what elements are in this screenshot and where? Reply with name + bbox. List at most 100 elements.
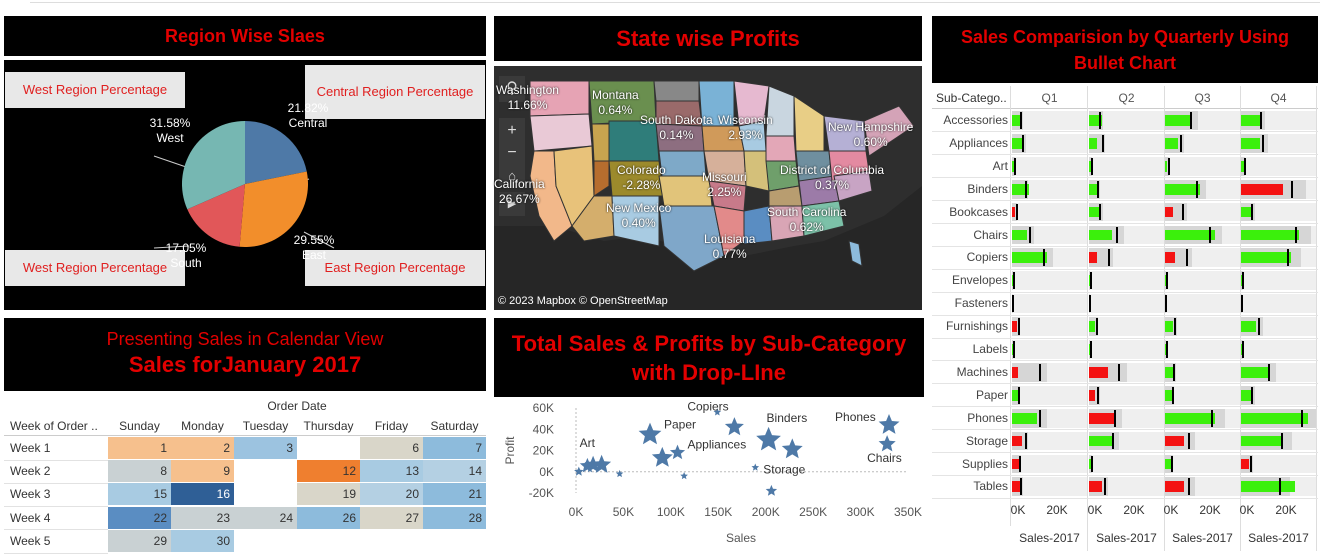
scatter-point[interactable]: [878, 435, 896, 452]
scatter-point[interactable]: [651, 446, 673, 467]
map-expand-button[interactable]: ▶: [499, 192, 525, 216]
bullet-bar[interactable]: [1089, 435, 1114, 447]
calendar-day-cell[interactable]: 7: [423, 437, 486, 459]
calendar-day-cell[interactable]: 24: [234, 506, 297, 529]
map-panel[interactable]: ⚲ + − ⌂ ▶: [494, 66, 922, 310]
map-zoom-out-button[interactable]: −: [499, 144, 525, 164]
scatter-point[interactable]: [680, 472, 688, 480]
scatter-point[interactable]: [713, 408, 722, 416]
bullet-bar[interactable]: [1241, 458, 1250, 470]
bullet-bar[interactable]: [1089, 137, 1098, 149]
calendar-day-cell[interactable]: 20: [360, 483, 423, 506]
scatter-point[interactable]: [765, 484, 778, 496]
bullet-bar[interactable]: [1089, 229, 1112, 241]
bullet-bar[interactable]: [1012, 115, 1023, 126]
bullet-bar[interactable]: [1012, 481, 1021, 493]
calendar-day-cell[interactable]: 15: [108, 483, 171, 506]
bullet-bar[interactable]: [1089, 458, 1092, 470]
bullet-bar[interactable]: [1165, 458, 1172, 470]
calendar-day-cell[interactable]: 30: [171, 529, 234, 552]
bullet-bar[interactable]: [1165, 366, 1174, 378]
bullet-bar[interactable]: [1241, 183, 1283, 195]
calendar-day-cell[interactable]: 14: [423, 460, 486, 483]
calendar-day-cell[interactable]: 16: [171, 483, 234, 506]
bullet-bar[interactable]: [1165, 481, 1184, 493]
bullet-bar[interactable]: [1012, 321, 1018, 332]
bullet-bar[interactable]: [1241, 160, 1245, 172]
bullet-bar[interactable]: [1241, 252, 1291, 264]
bullet-bar[interactable]: [1012, 435, 1023, 447]
calendar-day-cell[interactable]: 1: [108, 437, 171, 459]
scatter-point[interactable]: [724, 417, 744, 436]
bullet-bar[interactable]: [1089, 389, 1096, 401]
bullet-bar[interactable]: [1165, 183, 1201, 195]
bullet-bar[interactable]: [1012, 229, 1027, 241]
scatter-point[interactable]: [592, 454, 612, 473]
calendar-day-cell[interactable]: 22: [108, 506, 171, 529]
bullet-bar[interactable]: [1241, 366, 1269, 378]
bullet-bar[interactable]: [1165, 206, 1174, 218]
bullet-bar[interactable]: [1241, 344, 1243, 355]
bullet-bar[interactable]: [1012, 183, 1029, 195]
bullet-bar[interactable]: [1165, 435, 1184, 447]
bullet-bar[interactable]: [1241, 206, 1252, 218]
bullet-bar[interactable]: [1241, 412, 1308, 424]
bullet-bar[interactable]: [1089, 481, 1102, 493]
calendar-day-cell[interactable]: 13: [360, 460, 423, 483]
bullet-bar[interactable]: [1012, 366, 1019, 378]
scatter-point[interactable]: [669, 444, 686, 460]
us-map[interactable]: [494, 66, 922, 310]
bullet-bar[interactable]: [1089, 206, 1100, 218]
calendar-day-cell[interactable]: 21: [423, 483, 486, 506]
bullet-bar[interactable]: [1012, 458, 1021, 470]
calendar-day-cell[interactable]: 9: [171, 460, 234, 483]
bullet-bar[interactable]: [1241, 481, 1296, 493]
bullet-bar[interactable]: [1165, 229, 1215, 241]
bullet-bar[interactable]: [1012, 389, 1019, 401]
scatter-point[interactable]: [574, 466, 584, 476]
calendar-day-cell[interactable]: 19: [297, 483, 360, 506]
bullet-bar[interactable]: [1012, 412, 1037, 424]
bullet-bar[interactable]: [1089, 160, 1092, 172]
calendar-day-cell[interactable]: 3: [234, 437, 297, 459]
map-search-button[interactable]: ⚲: [499, 76, 525, 102]
calendar-day-cell[interactable]: 6: [360, 437, 423, 459]
bullet-bar[interactable]: [1165, 160, 1168, 172]
scatter-point[interactable]: [638, 422, 662, 445]
bullet-bar[interactable]: [1241, 115, 1262, 126]
bullet-bar[interactable]: [1165, 412, 1215, 424]
bullet-bar[interactable]: [1165, 389, 1174, 401]
calendar-day-cell[interactable]: 29: [108, 529, 171, 552]
bullet-bar[interactable]: [1012, 137, 1023, 149]
bullet-bar[interactable]: [1012, 252, 1048, 264]
bullet-bar[interactable]: [1089, 115, 1102, 126]
calendar-day-cell[interactable]: 27: [360, 506, 423, 529]
bullet-bar[interactable]: [1089, 275, 1091, 287]
bullet-bar[interactable]: [1089, 412, 1114, 424]
bullet-bar[interactable]: [1165, 275, 1167, 287]
scatter-point[interactable]: [615, 469, 624, 478]
scatter-point[interactable]: [781, 438, 803, 459]
bullet-bar[interactable]: [1012, 206, 1016, 218]
calendar-day-cell[interactable]: 26: [297, 506, 360, 529]
bullet-bar[interactable]: [1089, 366, 1108, 378]
calendar-day-cell[interactable]: 28: [423, 506, 486, 529]
bullet-bar[interactable]: [1165, 321, 1174, 332]
map-home-button[interactable]: ⌂: [499, 164, 525, 188]
bullet-bar[interactable]: [1241, 321, 1256, 332]
calendar-day-cell[interactable]: 23: [171, 506, 234, 529]
calendar-day-cell[interactable]: 12: [297, 460, 360, 483]
bullet-bar[interactable]: [1241, 389, 1252, 401]
bullet-bar[interactable]: [1012, 160, 1015, 172]
bullet-bar[interactable]: [1241, 435, 1283, 447]
bullet-bar[interactable]: [1241, 137, 1260, 149]
bullet-bar[interactable]: [1089, 252, 1098, 264]
pie-slice-east[interactable]: [239, 171, 308, 247]
bullet-bar[interactable]: [1165, 137, 1178, 149]
calendar-day-cell[interactable]: 2: [171, 437, 234, 459]
bullet-bar[interactable]: [1165, 252, 1176, 264]
map-zoom-in-button[interactable]: +: [499, 118, 525, 144]
scatter-point[interactable]: [878, 414, 900, 434]
bullet-bar[interactable]: [1089, 321, 1096, 332]
pie-slice-south[interactable]: [187, 184, 245, 247]
